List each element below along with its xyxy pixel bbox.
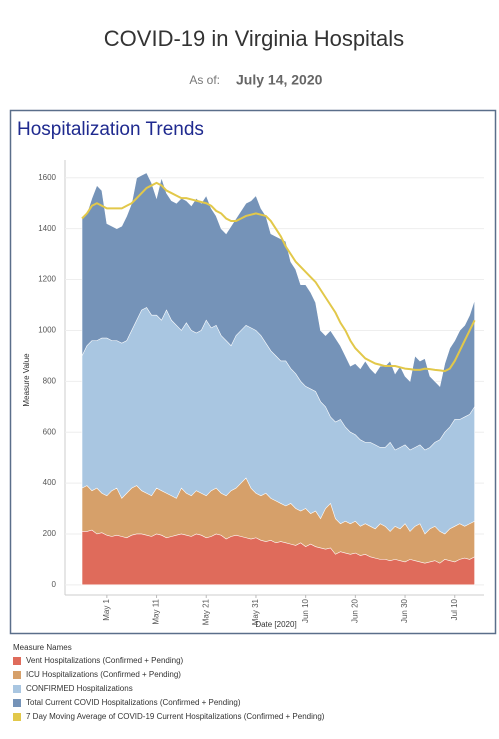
legend-swatch [13, 685, 21, 693]
legend-label: ICU Hospitalizations (Confirmed + Pendin… [26, 670, 181, 679]
x-tick-label: May 11 [152, 598, 161, 624]
legend-swatch [13, 671, 21, 679]
line [81, 181, 476, 373]
y-tick-label: 600 [43, 427, 57, 436]
x-axis-title: Date [2020] [255, 620, 296, 629]
page-title: COVID-19 in Virginia Hospitals [104, 26, 404, 51]
legend-label: Total Current COVID Hospitalizations (Co… [26, 698, 241, 707]
x-tick-label: May 1 [102, 598, 111, 620]
y-tick-label: 400 [43, 478, 57, 487]
area [81, 529, 475, 586]
y-tick-label: 1400 [38, 224, 56, 233]
x-tick-label: Jun 30 [400, 598, 409, 623]
x-tick-label: Jul 10 [450, 598, 459, 620]
chart-frame [9, 109, 497, 635]
y-tick-label: 200 [43, 529, 57, 538]
y-axis-title: Measure Value [22, 353, 31, 407]
legend-swatch [13, 657, 21, 665]
y-tick-label: 1200 [38, 275, 56, 284]
y-tick-label: 800 [43, 376, 57, 385]
legend-swatch [13, 713, 21, 721]
legend-label: 7 Day Moving Average of COVID-19 Current… [26, 712, 325, 721]
legend-label: Vent Hospitalizations (Confirmed + Pendi… [26, 656, 184, 665]
chart-title: Hospitalization Trends [17, 119, 204, 140]
x-tick-label: May 31 [251, 598, 260, 625]
legend-label: CONFIRMED Hospitalizations [26, 684, 133, 693]
legend-swatch [13, 699, 21, 707]
y-tick-label: 1600 [38, 173, 56, 182]
as-of-date: July 14, 2020 [236, 72, 323, 88]
x-tick-label: Jun 20 [350, 598, 359, 623]
x-tick-label: Jun 10 [301, 598, 310, 623]
legend-title: Measure Names [13, 643, 72, 652]
y-tick-label: 1000 [38, 326, 56, 335]
as-of-label: As of: [189, 73, 220, 87]
y-tick-label: 0 [52, 580, 57, 589]
x-tick-label: May 21 [201, 598, 210, 625]
